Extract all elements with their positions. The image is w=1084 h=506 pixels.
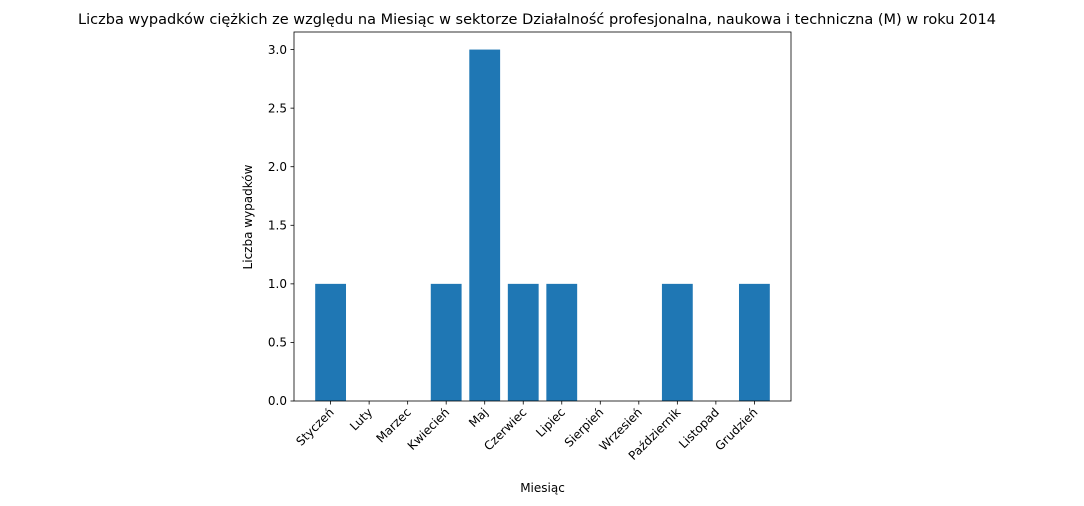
x-tick-label: Grudzień	[712, 405, 760, 453]
bar-12	[738, 283, 770, 401]
y-tick-label: 3.0	[268, 43, 287, 57]
y-tick-label: 0.0	[268, 394, 287, 408]
bar-5	[469, 49, 501, 401]
axes-frame	[293, 31, 792, 402]
bar-1	[315, 283, 347, 401]
x-axis-title: Miesiąc	[520, 481, 565, 495]
bar-6	[507, 283, 539, 401]
y-tick-label: 1.0	[268, 277, 287, 291]
x-tick-label: Luty	[347, 405, 375, 433]
y-axis-title: Liczba wypadków	[241, 164, 255, 269]
bar-7	[546, 283, 578, 401]
y-tick-label: 1.5	[268, 218, 287, 232]
x-tick-label: Czerwiec	[481, 405, 529, 453]
x-tick-label: Lipiec	[533, 405, 568, 440]
y-tick-label: 0.5	[268, 336, 287, 350]
bar-10	[661, 283, 693, 401]
x-tick-label: Styczeń	[293, 405, 336, 448]
x-tick-label: Maj	[466, 405, 491, 430]
x-tick-label: Kwiecień	[405, 405, 453, 453]
y-tick-label: 2.5	[268, 101, 287, 115]
bar-4	[430, 283, 462, 401]
y-tick-label: 2.0	[268, 160, 287, 174]
chart-title: Liczba wypadków ciężkich ze względu na M…	[78, 12, 996, 28]
